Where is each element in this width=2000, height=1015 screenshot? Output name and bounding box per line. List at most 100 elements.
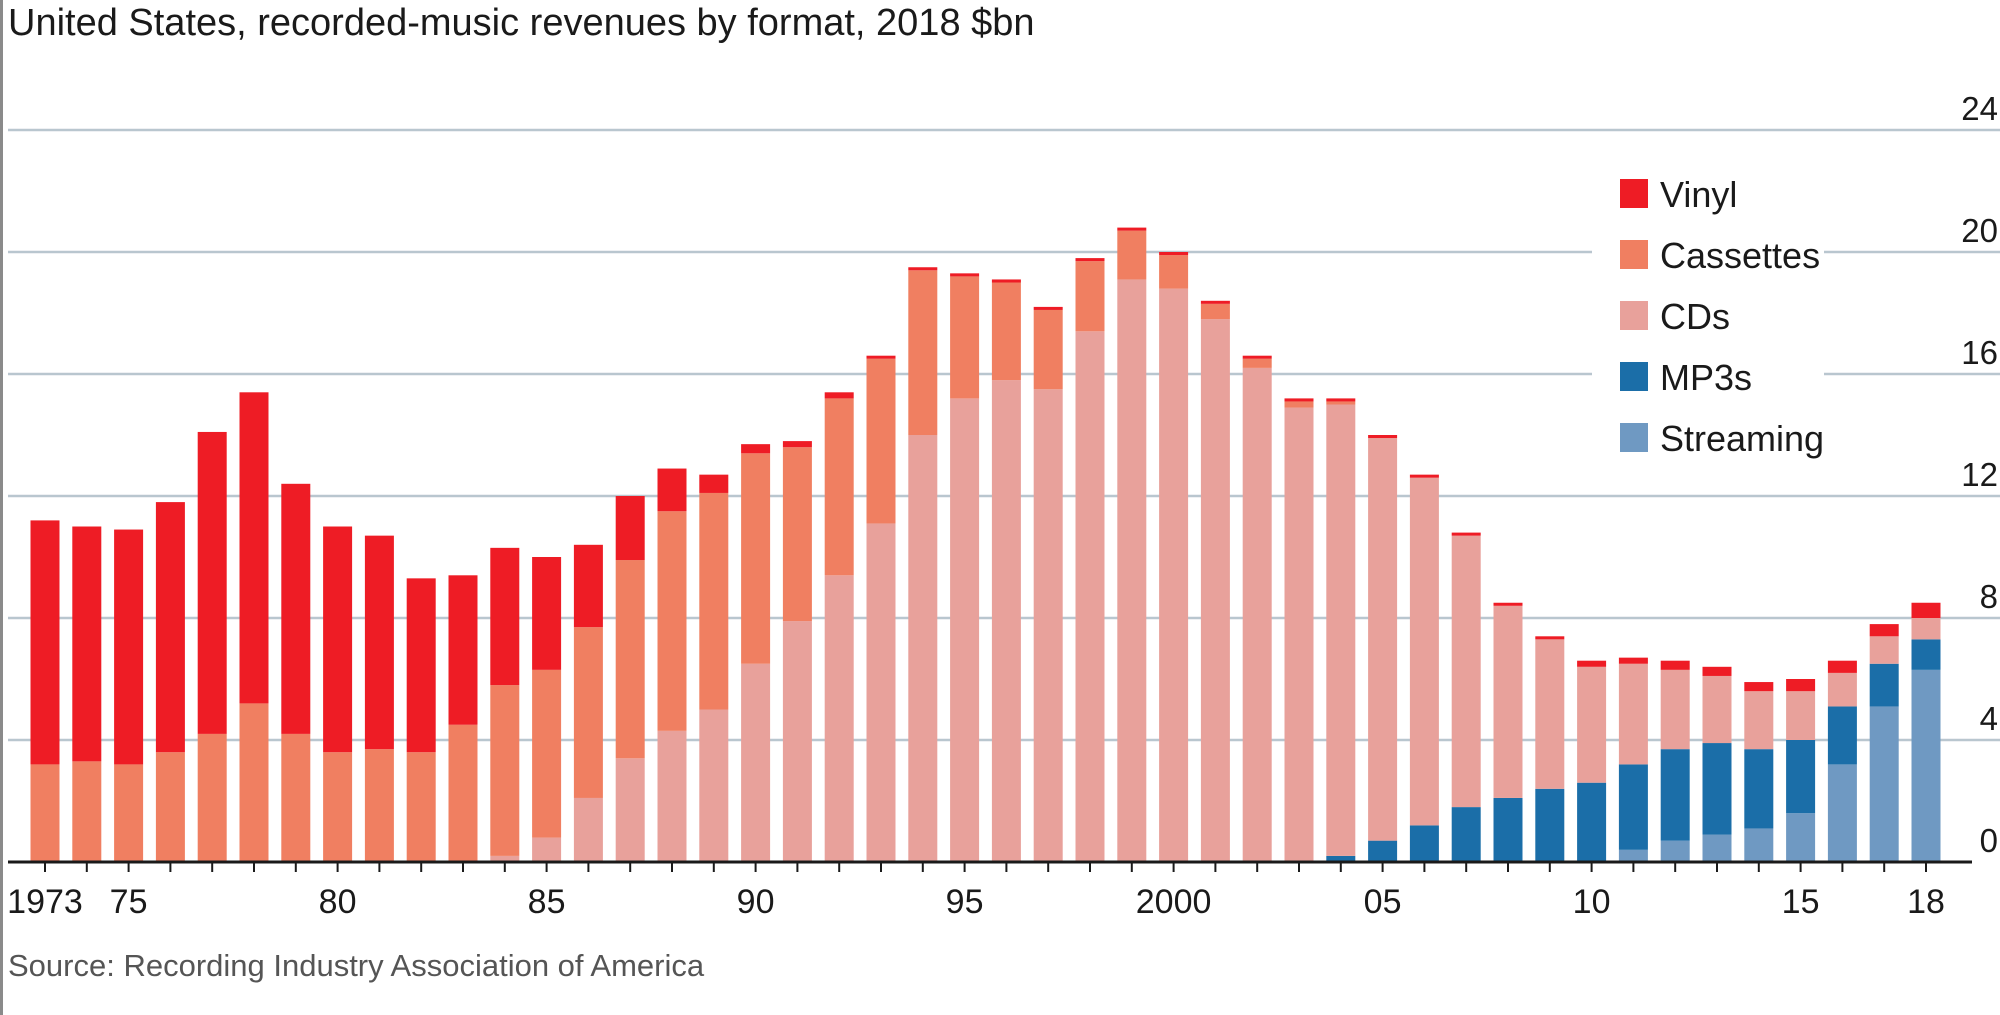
- bar-stack-1978: [239, 392, 269, 862]
- bar-cassettes-1996: [991, 282, 1021, 381]
- bar-cds-1987: [615, 758, 645, 862]
- y-tick-label: 4: [1980, 700, 1998, 737]
- bar-cds-2013: [1702, 675, 1732, 744]
- bar-stack-1977: [197, 431, 227, 862]
- bar-stack-1985: [532, 557, 562, 862]
- bar-cassettes-2002: [1242, 358, 1272, 368]
- bar-cassettes-1993: [866, 358, 896, 524]
- bar-stack-2007: [1451, 532, 1481, 862]
- y-tick-label: 24: [1961, 90, 1998, 127]
- bar-vinyl-2013: [1702, 666, 1732, 676]
- bar-vinyl-1986: [573, 544, 603, 628]
- bar-mp3s-2017: [1869, 663, 1899, 707]
- bar-vinyl-2002: [1242, 355, 1272, 359]
- x-tick-label: 15: [1782, 883, 1820, 921]
- bar-streaming-2018: [1911, 669, 1941, 862]
- bar-cds-1994: [908, 435, 938, 862]
- bar-stack-2000: [1159, 252, 1189, 863]
- bar-cds-2014: [1744, 691, 1774, 750]
- legend-label: Cassettes: [1660, 235, 1820, 276]
- bar-stack-1989: [699, 474, 729, 862]
- x-tick-label: 80: [319, 883, 357, 921]
- bar-cds-2009: [1535, 639, 1565, 789]
- bar-cds-2015: [1786, 691, 1816, 740]
- bar-mp3s-2008: [1493, 797, 1523, 862]
- legend-label: Vinyl: [1660, 174, 1737, 215]
- bar-cds-2016: [1827, 672, 1857, 707]
- bar-vinyl-1981: [364, 535, 394, 750]
- bar-cds-2007: [1451, 535, 1481, 808]
- bar-cds-2012: [1660, 669, 1690, 750]
- bar-streaming-2011: [1618, 849, 1648, 862]
- bar-cassettes-1973: [30, 764, 60, 862]
- bar-streaming-2015: [1786, 813, 1816, 862]
- bar-cds-1992: [824, 575, 854, 862]
- bar-cds-2000: [1159, 288, 1189, 863]
- bar-vinyl-2008: [1493, 602, 1523, 606]
- bar-vinyl-2000: [1159, 252, 1189, 256]
- bar-stack-1979: [281, 483, 311, 862]
- left-border-rule: [0, 0, 3, 1015]
- bar-cassettes-1997: [1033, 309, 1063, 390]
- bar-mp3s-2011: [1618, 764, 1648, 850]
- bar-mp3s-2016: [1827, 706, 1857, 765]
- bar-stack-1994: [908, 267, 938, 862]
- bar-cds-1993: [866, 523, 896, 862]
- bar-cassettes-2000: [1159, 255, 1189, 289]
- y-tick-label: 0: [1980, 822, 1998, 859]
- bar-cds-1995: [950, 398, 980, 862]
- bar-cds-2001: [1200, 319, 1230, 863]
- bar-vinyl-1982: [406, 578, 436, 753]
- bar-mp3s-2012: [1660, 749, 1690, 841]
- chart-title: United States, recorded-music revenues b…: [8, 2, 1035, 44]
- bar-cassettes-1985: [532, 669, 562, 838]
- bar-cds-1986: [573, 797, 603, 862]
- bar-stack-2002: [1242, 355, 1272, 862]
- y-tick-label: 16: [1961, 334, 1998, 371]
- bar-cds-1989: [699, 709, 729, 862]
- bar-vinyl-1979: [281, 483, 311, 734]
- bar-vinyl-1978: [239, 392, 269, 704]
- bar-stack-2013: [1702, 666, 1732, 862]
- bar-cassettes-1974: [72, 761, 102, 862]
- x-tick-label: 18: [1907, 883, 1945, 921]
- bar-mp3s-2014: [1744, 749, 1774, 829]
- legend-item-cds: CDs: [1620, 296, 1730, 337]
- bar-mp3s-2015: [1786, 740, 1816, 814]
- bar-vinyl-1977: [197, 431, 227, 734]
- bar-stack-2015: [1786, 679, 1816, 862]
- bar-cassettes-1989: [699, 492, 729, 710]
- legend-label: CDs: [1660, 296, 1730, 337]
- bar-stack-1982: [406, 578, 436, 862]
- legend-swatch: [1620, 362, 1648, 391]
- bar-mp3s-2004: [1326, 855, 1356, 862]
- bar-stack-1980: [323, 526, 353, 862]
- bar-stack-2012: [1660, 660, 1690, 862]
- bar-vinyl-1985: [532, 557, 562, 670]
- bar-stack-1984: [490, 547, 520, 862]
- bar-stack-1983: [448, 575, 478, 862]
- legend-label: MP3s: [1660, 357, 1752, 398]
- bar-cds-1999: [1117, 279, 1147, 862]
- bar-stack-2018: [1911, 602, 1941, 862]
- x-tick-label: 05: [1364, 883, 1402, 921]
- bar-stack-1974: [72, 526, 102, 862]
- bar-cassettes-1983: [448, 724, 478, 862]
- x-tick-label: 10: [1573, 883, 1611, 921]
- bar-stack-1981: [364, 535, 394, 862]
- x-tick-label: 75: [110, 883, 148, 921]
- bar-vinyl-1989: [699, 474, 729, 493]
- legend-swatch: [1620, 179, 1648, 208]
- bar-cds-1985: [532, 837, 562, 862]
- bar-cassettes-1995: [950, 276, 980, 399]
- legend-swatch: [1620, 240, 1648, 269]
- bar-streaming-2017: [1869, 706, 1899, 862]
- bar-vinyl-1992: [824, 392, 854, 399]
- bar-vinyl-2009: [1535, 636, 1565, 640]
- bar-cds-2004: [1326, 404, 1356, 856]
- bar-stack-2011: [1618, 657, 1648, 862]
- bar-streaming-2014: [1744, 828, 1774, 862]
- bar-cassettes-1992: [824, 398, 854, 576]
- bar-vinyl-2017: [1869, 624, 1899, 637]
